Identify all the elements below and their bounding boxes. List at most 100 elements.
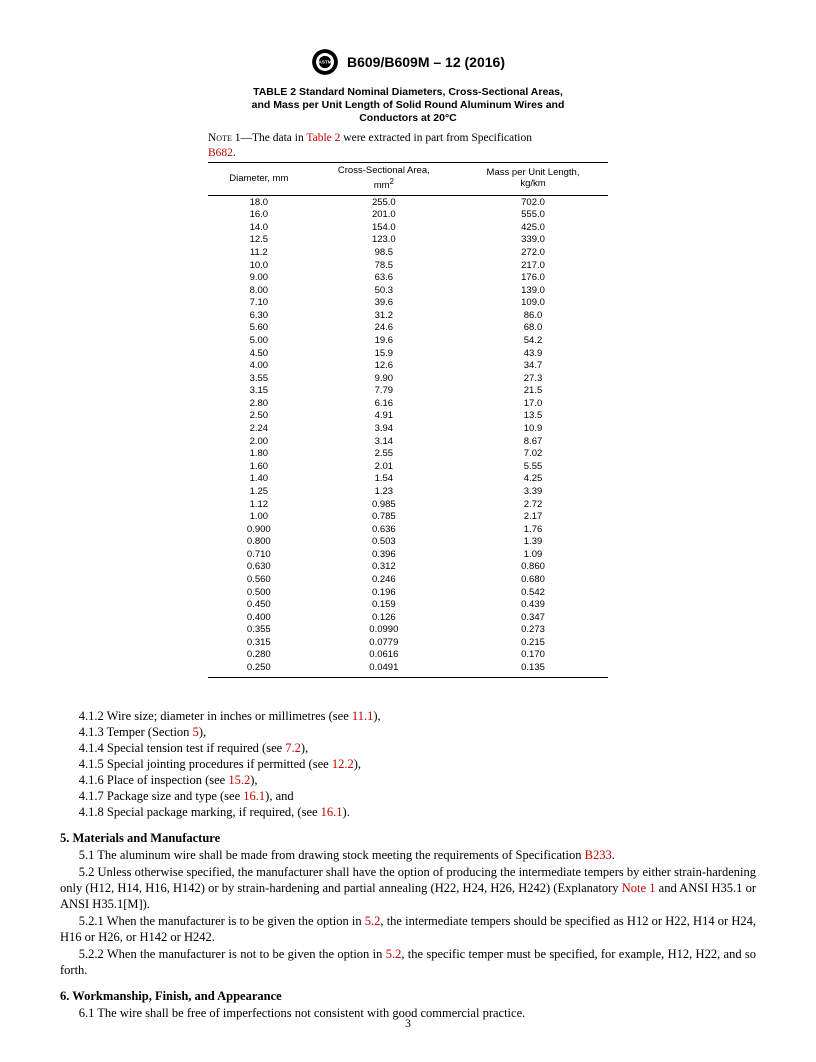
table-cell: 0.900: [208, 523, 310, 536]
table-cell: 0.630: [208, 561, 310, 574]
table-cell: 50.3: [310, 284, 458, 297]
link-b233[interactable]: B233: [585, 848, 612, 862]
table-cell: 1.40: [208, 473, 310, 486]
cross-ref-link[interactable]: 7.2: [285, 741, 301, 755]
table-row: 18.0255.0702.0: [208, 196, 608, 209]
table-row: 16.0201.0555.0: [208, 209, 608, 222]
table-cell: 7.02: [458, 448, 608, 461]
col-diameter-label: Diameter, mm: [229, 173, 288, 184]
table-row: 1.802.557.02: [208, 448, 608, 461]
item-text-after: ),: [373, 709, 380, 723]
table-cell: 43.9: [458, 347, 608, 360]
table-cell: 3.94: [310, 423, 458, 436]
table-cell: 1.39: [458, 536, 608, 549]
table-cell: 0.500: [208, 586, 310, 599]
table-cell: 0.126: [310, 611, 458, 624]
table-cell: 4.00: [208, 360, 310, 373]
table-cell: 2.17: [458, 511, 608, 524]
table-note: Note 1—The data in Table 2 were extracte…: [208, 131, 608, 160]
table-row: 1.602.015.55: [208, 460, 608, 473]
table-cell: 1.54: [310, 473, 458, 486]
table-cell: 0.0491: [310, 662, 458, 678]
table-cell: 4.50: [208, 347, 310, 360]
table-row: 0.3150.07790.215: [208, 636, 608, 649]
table-cell: 0.503: [310, 536, 458, 549]
p51-before: 5.1 The aluminum wire shall be made from…: [79, 848, 585, 862]
table-row: 1.120.9852.72: [208, 498, 608, 511]
list-item: 4.1.5 Special jointing procedures if per…: [60, 756, 756, 772]
table-row: 0.3550.09900.273: [208, 624, 608, 637]
table-cell: 63.6: [310, 272, 458, 285]
table-cell: 3.39: [458, 485, 608, 498]
table-cell: 34.7: [458, 360, 608, 373]
table-row: 14.0154.0425.0: [208, 221, 608, 234]
table-cell: 2.00: [208, 435, 310, 448]
table-row: 2.243.9410.9: [208, 423, 608, 436]
cross-ref-link[interactable]: 12.2: [332, 757, 354, 771]
table-cell: 0.396: [310, 548, 458, 561]
cross-ref-link[interactable]: 16.1: [243, 789, 265, 803]
list-item: 4.1.2 Wire size; diameter in inches or m…: [60, 708, 756, 724]
table-cell: 425.0: [458, 221, 608, 234]
item-text-before: Special tension test if required (see: [107, 741, 285, 755]
table-cell: 2.55: [310, 448, 458, 461]
table-cell: 109.0: [458, 297, 608, 310]
table-row: 2.504.9113.5: [208, 410, 608, 423]
table-cell: 15.9: [310, 347, 458, 360]
col-area-sup: 2: [390, 177, 394, 186]
item-number: 4.1.6: [79, 773, 107, 787]
p521-before: 5.2.1 When the manufacturer is to be giv…: [79, 914, 365, 928]
table-cell: 2.80: [208, 397, 310, 410]
table-cell: 3.15: [208, 385, 310, 398]
table-cell: 27.3: [458, 372, 608, 385]
cross-ref-link[interactable]: 16.1: [321, 805, 343, 819]
table-cell: 2.01: [310, 460, 458, 473]
table-cell: 1.80: [208, 448, 310, 461]
table-row: 4.5015.943.9: [208, 347, 608, 360]
table-cell: 0.636: [310, 523, 458, 536]
table-cell: 255.0: [310, 196, 458, 209]
note-label: Note: [208, 132, 232, 144]
note-text-a: —The data in: [240, 132, 306, 144]
list-item: 4.1.8 Special package marking, if requir…: [60, 804, 756, 820]
table-cell: 0.785: [310, 511, 458, 524]
table-cell: 0.246: [310, 573, 458, 586]
table-cell: 0.985: [310, 498, 458, 511]
table-cell: 555.0: [458, 209, 608, 222]
table-cell: 0.710: [208, 548, 310, 561]
table-cell: 0.355: [208, 624, 310, 637]
table-cell: 4.25: [458, 473, 608, 486]
table-row: 5.0019.654.2: [208, 334, 608, 347]
col-mass: Mass per Unit Length,kg/km: [458, 163, 608, 196]
col-diameter: Diameter, mm: [208, 163, 310, 196]
note-link-b682[interactable]: B682: [208, 147, 233, 159]
note-link-table2[interactable]: Table 2: [306, 132, 340, 144]
item-text-before: Wire size; diameter in inches or millime…: [107, 709, 352, 723]
doc-id: B609/B609M – 12 (2016): [347, 54, 505, 70]
table-cell: 16.0: [208, 209, 310, 222]
table-cell: 0.159: [310, 599, 458, 612]
table-row: 6.3031.286.0: [208, 309, 608, 322]
link-5-2-b[interactable]: 5.2: [386, 947, 402, 961]
table-cell: 201.0: [310, 209, 458, 222]
link-note1[interactable]: Note 1: [622, 881, 656, 895]
table-cell: 272.0: [458, 246, 608, 259]
table-cell: 4.91: [310, 410, 458, 423]
list-item: 4.1.6 Place of inspection (see 15.2),: [60, 772, 756, 788]
link-5-2-a[interactable]: 5.2: [365, 914, 381, 928]
table-row: 4.0012.634.7: [208, 360, 608, 373]
table-row: 9.0063.6176.0: [208, 272, 608, 285]
table-cell: 13.5: [458, 410, 608, 423]
table-cell: 10.9: [458, 423, 608, 436]
table-cell: 0.0990: [310, 624, 458, 637]
table-cell: 12.5: [208, 234, 310, 247]
table-cell: 10.0: [208, 259, 310, 272]
cross-ref-link[interactable]: 15.2: [228, 773, 250, 787]
item-text-before: Special jointing procedures if permitted…: [107, 757, 332, 771]
table-cell: 0.315: [208, 636, 310, 649]
table-row: 0.6300.3120.860: [208, 561, 608, 574]
table-cell: 0.860: [458, 561, 608, 574]
cross-ref-link[interactable]: 11.1: [352, 709, 373, 723]
item-text-after: ),: [199, 725, 206, 739]
item-text-before: Special package marking, if required, (s…: [107, 805, 321, 819]
